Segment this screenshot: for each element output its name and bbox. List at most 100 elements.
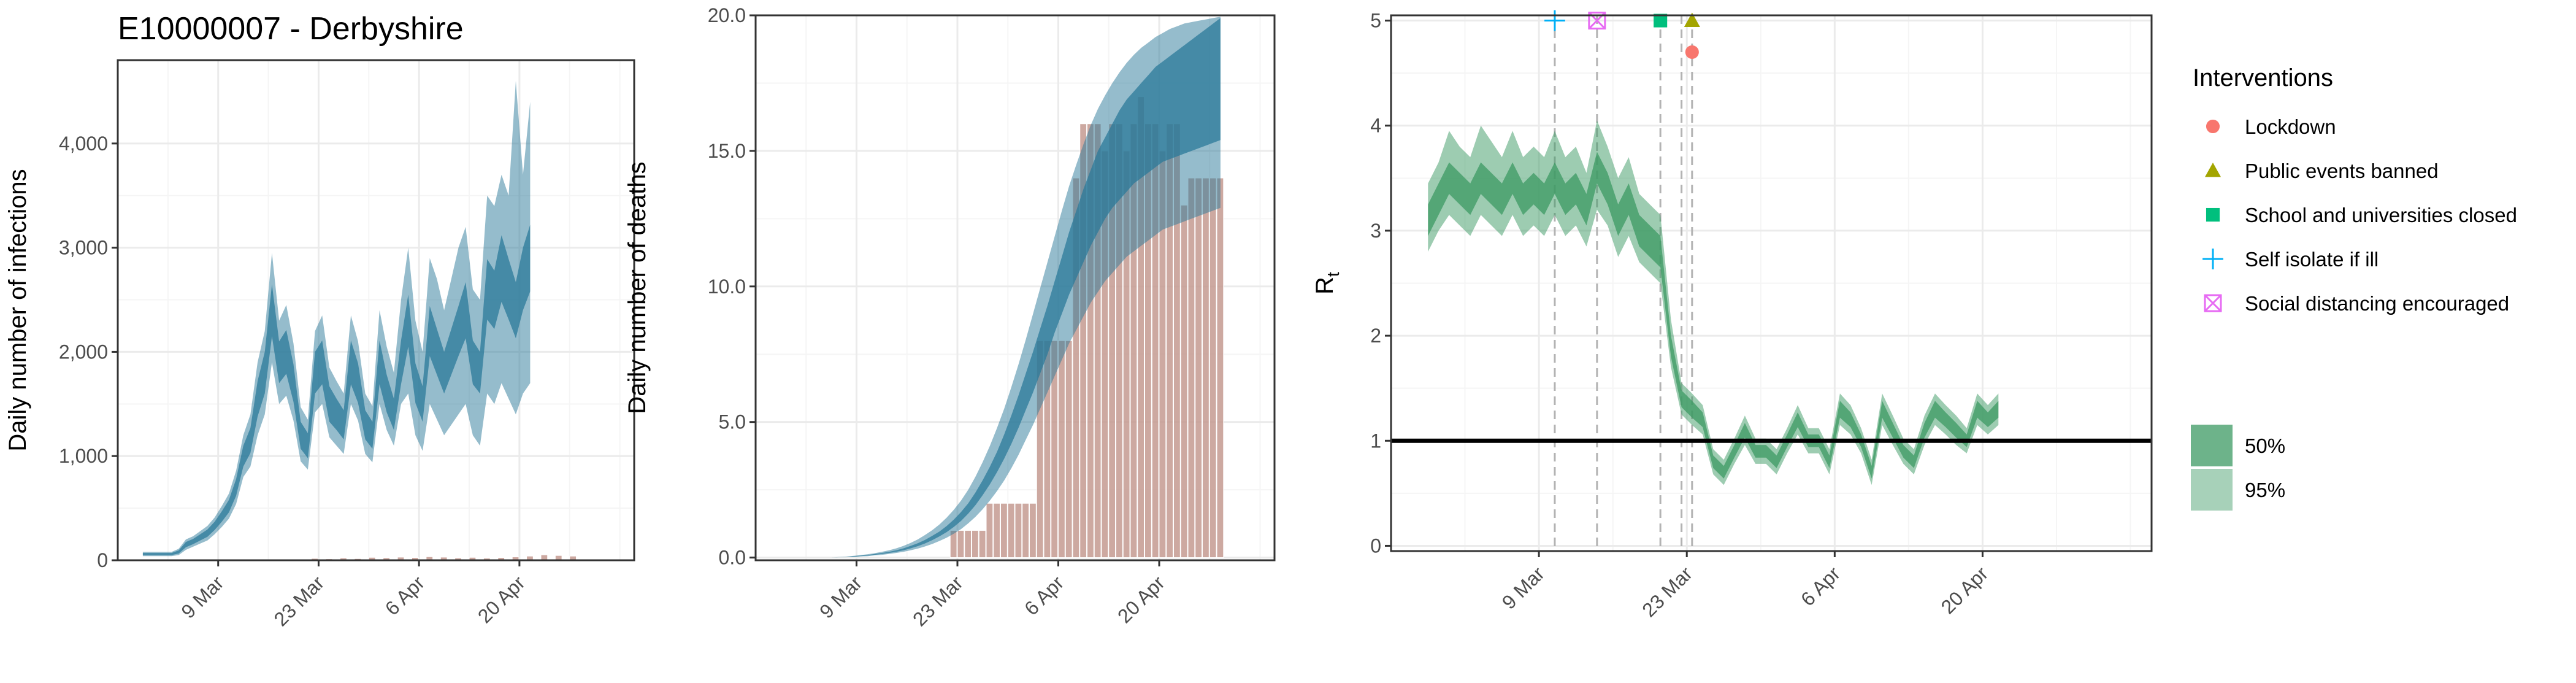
death-bar [1202,177,1209,558]
y-axis-title: Daily number of deaths [624,161,651,414]
triangle-icon [1684,12,1700,27]
plot-frame [754,14,1276,561]
legend-band-label: 50% [2245,434,2285,457]
legend-item: Lockdown [2206,115,2336,138]
death-bar [368,557,376,560]
y-tick-label: 2 [1370,325,1381,347]
death-bar [1058,340,1065,558]
rt-95-band [1428,120,1999,485]
death-bar [978,530,986,558]
square-icon [1654,14,1668,28]
death-bar [986,503,994,558]
boxed-x-icon [2204,294,2222,312]
y-tick-label: 15.0 [708,140,746,162]
legend-band-item: 95% [2191,469,2285,511]
death-bar [1187,177,1195,558]
y-axis-title: Rt [1311,272,1343,295]
legend-band-swatch [2191,425,2233,466]
death-bar [1195,177,1203,558]
legend: Interventions Lockdown Public events bann… [2191,64,2517,511]
death-bar [972,530,979,558]
boxed-x-icon-box [1588,12,1606,30]
y-tick-label: 0.0 [719,547,746,569]
death-bar [1180,204,1188,558]
legend-item: Self isolate if ill [2202,248,2379,271]
legend-item-label: Public events banned [2245,160,2439,182]
death-bar [964,530,972,558]
death-bar [1029,503,1037,558]
death-bar [1007,503,1015,558]
death-bar [440,557,448,560]
death-bar [426,556,434,560]
circle-icon [1685,45,1699,59]
legend-item: Social distancing encouraged [2204,292,2509,315]
y-axis-title-group: Rt [1311,272,1343,295]
y-tick-label: 1 [1370,430,1381,452]
death-bar [1022,503,1030,558]
y-tick-label: 5 [1370,10,1381,32]
death-bar [540,554,548,560]
plot-area [1391,15,2152,551]
death-bar [1014,503,1022,558]
y-tick-label: 3,000 [59,237,108,259]
y-tick-label: 5.0 [719,411,746,433]
death-bar [483,558,491,560]
death-bar [1065,340,1073,558]
death-bar [454,557,462,560]
plus-icon [1544,10,1565,31]
plot-area [118,60,634,560]
death-bar [1087,123,1094,558]
death-bar [1079,123,1087,558]
y-tick-label: 0 [1370,534,1381,557]
death-bar [397,557,405,560]
y-axis-title-subscript: t [1324,272,1343,277]
y-axis-title-main: R [1311,277,1338,295]
y-axis-title-group: Daily number of infections [4,169,31,451]
death-bar [1000,503,1008,558]
legend-item: School and universities closed [2206,204,2517,226]
triangle-icon [2205,163,2221,177]
rt-50-band [1428,152,1999,479]
death-bar [469,557,477,560]
death-bar [1216,177,1224,558]
death-bar [993,503,1001,558]
boxed-x-icon-box [2204,294,2222,312]
y-tick-label: 20.0 [708,4,746,26]
square-icon [2206,207,2220,222]
legend-item-label: Lockdown [2245,115,2336,138]
y-tick-label: 4,000 [59,133,108,155]
legend-item: Public events banned [2205,160,2439,182]
legend-item-label: School and universities closed [2245,204,2517,226]
plot-frame [117,59,635,561]
y-tick-label: 2,000 [59,341,108,363]
y-tick-label: 1,000 [59,445,108,467]
legend-band-item: 50% [2191,425,2285,466]
death-bar [957,530,965,558]
infections-50-band [142,225,531,555]
legend-item-label: Social distancing encouraged [2245,292,2509,315]
death-bar [340,557,347,560]
legend-bands: 50% 95% [2191,425,2285,511]
boxed-x-icon-b [2204,294,2222,312]
legend-item-label: Self isolate if ill [2245,248,2379,271]
plus-icon [2202,249,2223,269]
deaths-50-band [831,18,1221,558]
panel-title: E10000007 - Derbyshire [118,11,464,47]
legend-title: Interventions [2193,64,2333,91]
y-tick-label: 3 [1370,220,1381,242]
y-axis-title-group: Daily number of deaths [624,161,651,414]
death-bar [1209,177,1217,558]
legend-interventions: Lockdown Public events banned School and u… [2202,115,2517,315]
infections-95-band [142,81,531,557]
plot-area [756,15,1275,560]
legend-band-swatch [2191,469,2233,511]
y-tick-label: 10.0 [708,276,746,298]
circle-icon [2206,119,2220,134]
y-tick-label: 4 [1370,115,1381,137]
legend-band-label: 95% [2245,479,2285,501]
y-axis-title: Daily number of infections [4,169,31,451]
plot-frame [1390,14,2153,552]
y-tick-label: 0 [97,549,108,571]
